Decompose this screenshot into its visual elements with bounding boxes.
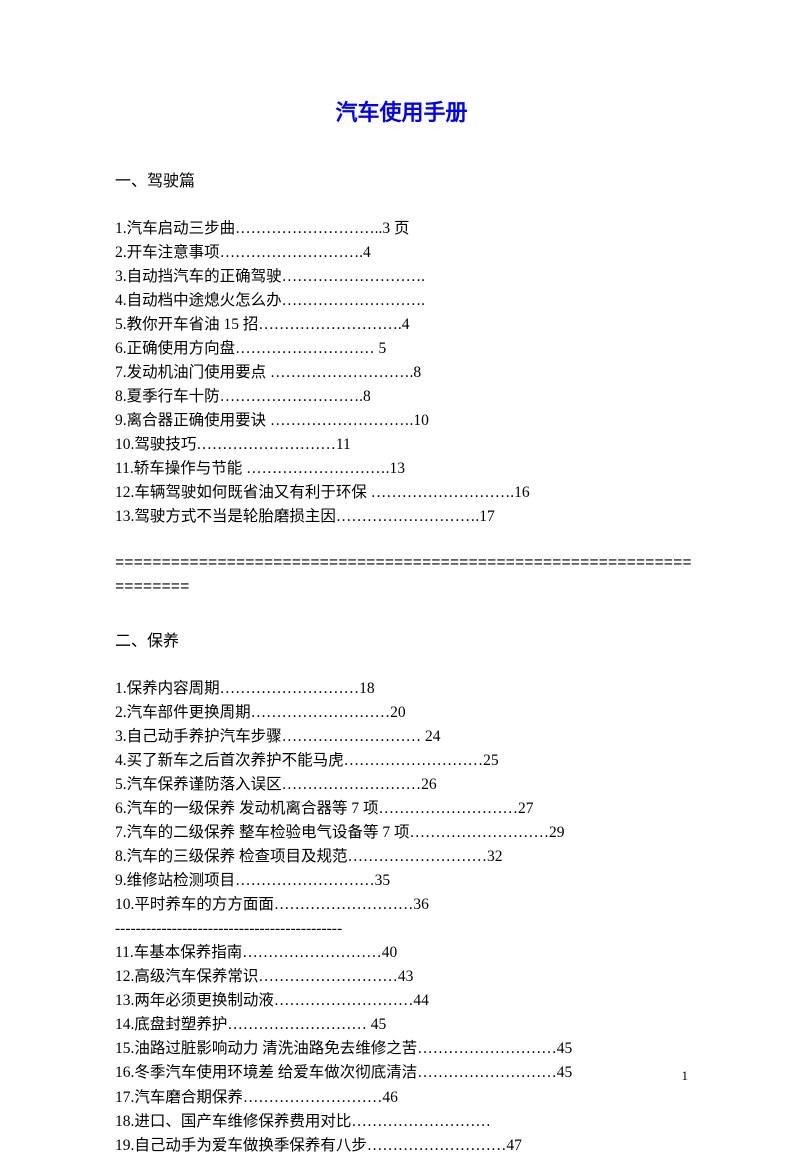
toc-item: 1.保养内容周期………………………18 — [115, 677, 688, 701]
toc-item: 13.两年必须更换制动液………………………44 — [115, 989, 688, 1013]
dash-separator: ----------------------------------------… — [115, 917, 688, 941]
toc-item: 16.冬季汽车使用环境差 给爱车做次彻底清洁………………………45 — [115, 1061, 688, 1085]
page-number: 1 — [682, 1068, 689, 1084]
page-container: 汽车使用手册 一、驾驶篇 1.汽车启动三步曲………………………..3 页 2.开… — [0, 0, 800, 1158]
divider: ========================================… — [115, 551, 688, 575]
toc-item: 10.平时养车的方方面面………………………36 — [115, 893, 688, 917]
toc-item: 14.底盘封塑养护……………………… 45 — [115, 1013, 688, 1037]
toc-item: 10.驾驶技巧………………………11 — [115, 433, 688, 457]
toc-item: 6.正确使用方向盘……………………… 5 — [115, 337, 688, 361]
toc-item: 3.自动挡汽车的正确驾驶………………………. — [115, 265, 688, 289]
document-title: 汽车使用手册 — [115, 95, 688, 127]
toc-item: 8.夏季行车十防……………………….8 — [115, 385, 688, 409]
toc-item: 5.教你开车省油 15 招……………………….4 — [115, 313, 688, 337]
toc-item: 9.离合器正确使用要诀 ……………………….10 — [115, 409, 688, 433]
toc-item: 7.发动机油门使用要点 ……………………….8 — [115, 361, 688, 385]
toc-item: 3.自己动手养护汽车步骤……………………… 24 — [115, 725, 688, 749]
toc-item: 17.汽车磨合期保养………………………46 — [115, 1086, 688, 1110]
toc-item: 5.汽车保养谨防落入误区………………………26 — [115, 773, 688, 797]
toc-item: 18.进口、国产车维修保养费用对比……………………… — [115, 1110, 688, 1134]
section2-header: 二、保养 — [115, 627, 688, 651]
toc-item: 2.开车注意事项……………………….4 — [115, 241, 688, 265]
toc-item: 4.买了新车之后首次养护不能马虎………………………25 — [115, 749, 688, 773]
toc-item: 19.自己动手为爱车做换季保养有八步………………………47 — [115, 1134, 688, 1158]
toc-item: 12.高级汽车保养常识………………………43 — [115, 965, 688, 989]
toc-item: 4.自动档中途熄火怎么办………………………. — [115, 289, 688, 313]
divider: ======== — [115, 575, 688, 599]
toc-item: 11.车基本保养指南………………………40 — [115, 941, 688, 965]
toc-item: 12.车辆驾驶如何既省油又有利于环保 ……………………….16 — [115, 481, 688, 505]
toc-item: 13.驾驶方式不当是轮胎磨损主因……………………….17 — [115, 505, 688, 529]
toc-item: 6.汽车的一级保养 发动机离合器等 7 项………………………27 — [115, 797, 688, 821]
toc-item: 7.汽车的二级保养 整车检验电气设备等 7 项………………………29 — [115, 821, 688, 845]
section1-header: 一、驾驶篇 — [115, 167, 688, 191]
toc-item: 9.维修站检测项目………………………35 — [115, 869, 688, 893]
toc-item: 15.油路过脏影响动力 清洗油路免去维修之苦………………………45 — [115, 1037, 688, 1061]
toc-item: 8.汽车的三级保养 检查项目及规范………………………32 — [115, 845, 688, 869]
toc-item: 1.汽车启动三步曲………………………..3 页 — [115, 217, 688, 241]
toc-item: 2.汽车部件更换周期………………………20 — [115, 701, 688, 725]
toc-item: 11.轿车操作与节能 ……………………….13 — [115, 457, 688, 481]
